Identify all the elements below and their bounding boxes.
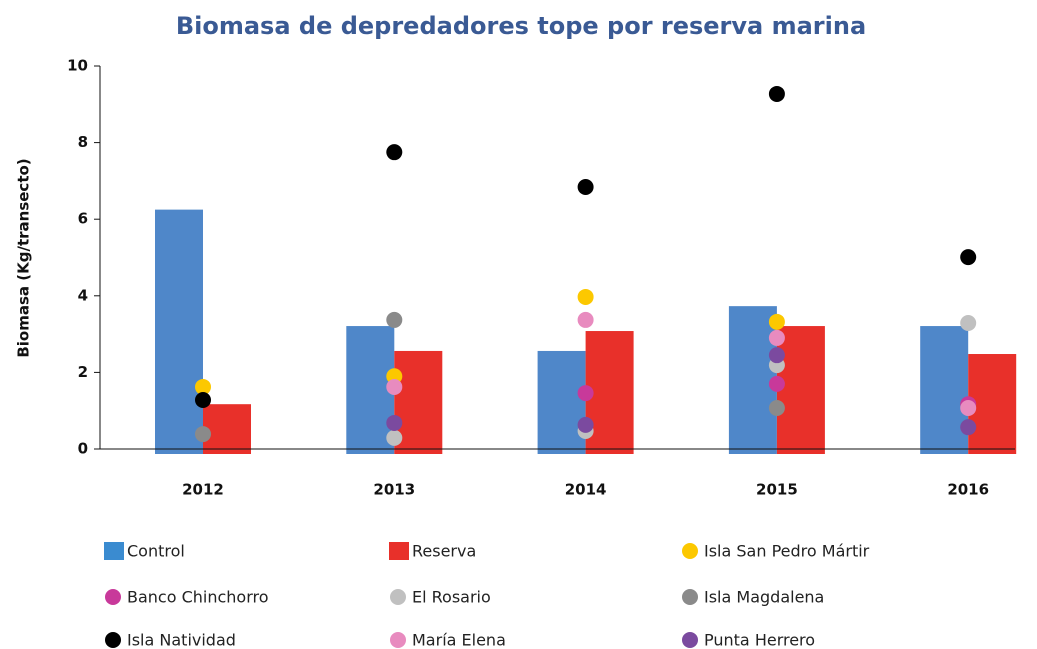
dot (768, 85, 785, 102)
dot (577, 416, 594, 433)
dot (960, 249, 977, 266)
legend-swatch (104, 542, 124, 560)
legend-swatch (682, 632, 698, 648)
legend-swatch (682, 589, 698, 605)
bar (203, 404, 251, 454)
y-tick-label: 4 (78, 286, 88, 304)
x-tick-label: 2012 (182, 481, 224, 499)
legend-label: Isla Natividad (127, 631, 236, 649)
legend-label: El Rosario (412, 588, 491, 607)
dot (768, 375, 785, 392)
y-tick-label: 10 (67, 57, 88, 75)
legend-swatch (105, 632, 121, 648)
dot (960, 419, 977, 436)
bar (920, 326, 969, 454)
bar (394, 350, 443, 454)
dot (577, 385, 594, 402)
bar (968, 354, 1017, 454)
legend-label: Reserva (412, 542, 476, 561)
y-tick-label: 8 (78, 133, 88, 151)
dot (768, 313, 785, 330)
bar (537, 350, 586, 454)
x-tick-label: 2016 (947, 481, 989, 499)
dot (386, 311, 403, 328)
x-tick-label: 2013 (373, 481, 415, 499)
y-tick-label: 0 (78, 440, 88, 458)
dot (960, 400, 977, 417)
dot (577, 311, 594, 328)
dot (577, 288, 594, 305)
legend-label: Isla Magdalena (704, 588, 824, 607)
dot (195, 378, 211, 395)
legend-swatch (682, 543, 698, 559)
dot (386, 378, 403, 395)
legend-swatch (105, 589, 121, 605)
y-tick-label: 2 (78, 363, 88, 381)
legend-label: Control (127, 542, 185, 561)
dot (768, 400, 785, 417)
bar (585, 331, 634, 454)
bar (728, 306, 777, 454)
legend-label: Banco Chinchorro (127, 588, 269, 607)
y-axis-label: Biomasa (Kg/transecto) (15, 158, 33, 357)
x-tick-label: 2015 (756, 481, 798, 499)
dot (768, 347, 785, 364)
bar (346, 326, 395, 454)
dot (195, 426, 211, 443)
legend-swatch (389, 542, 409, 560)
x-tick-label: 2014 (565, 481, 607, 499)
legend-swatch (390, 632, 406, 648)
legend-swatch (390, 589, 406, 605)
dot (386, 414, 403, 431)
dot (195, 391, 211, 408)
legend-label: Punta Herrero (704, 631, 815, 649)
y-tick-label: 6 (78, 210, 88, 228)
dot (386, 429, 403, 446)
dot (577, 179, 594, 196)
bar (155, 209, 203, 454)
chart-title: Biomasa de depredadores tope por reserva… (176, 12, 866, 40)
dot (768, 329, 785, 346)
legend-label: María Elena (412, 631, 506, 649)
bar (776, 326, 825, 454)
dot (960, 314, 977, 331)
dot (386, 144, 403, 161)
legend-label: Isla San Pedro Mártir (704, 542, 870, 561)
